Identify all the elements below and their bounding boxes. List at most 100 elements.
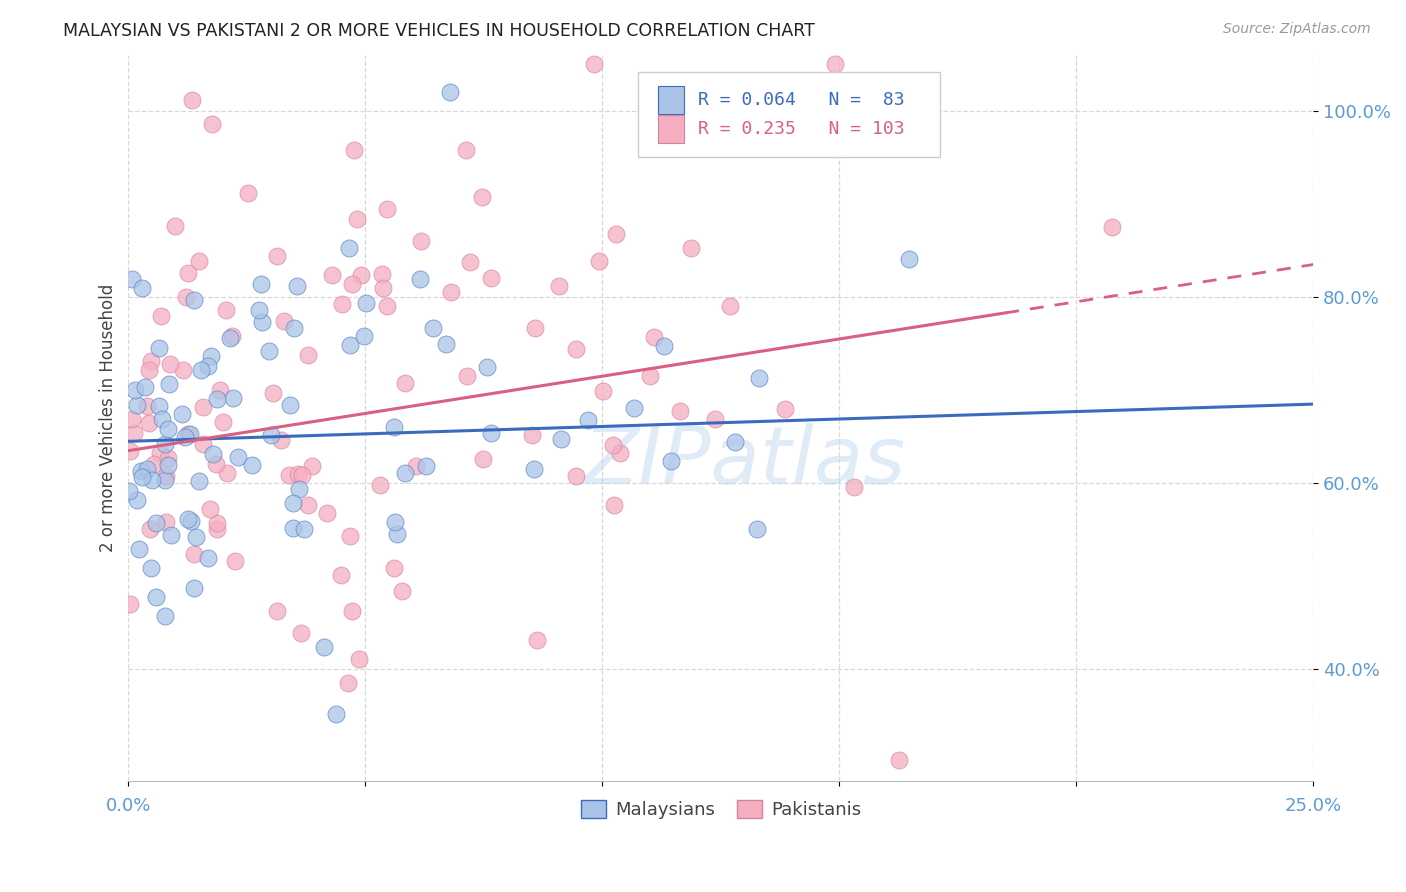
Point bbox=[526, 633, 548, 648]
Point bbox=[391, 583, 413, 598]
Point bbox=[471, 451, 494, 466]
Point bbox=[125, 492, 148, 507]
Point bbox=[283, 321, 305, 335]
Point bbox=[704, 412, 727, 426]
Point bbox=[122, 426, 145, 441]
Point bbox=[259, 343, 281, 358]
Point bbox=[215, 303, 238, 318]
Point bbox=[153, 437, 176, 451]
Point bbox=[266, 604, 288, 618]
Point bbox=[131, 281, 153, 295]
Point bbox=[172, 362, 194, 376]
Point bbox=[240, 458, 263, 472]
Point bbox=[281, 521, 304, 535]
Point bbox=[205, 392, 228, 406]
Point bbox=[179, 427, 201, 442]
Point bbox=[523, 320, 546, 334]
Point bbox=[371, 281, 394, 295]
Point bbox=[394, 376, 416, 390]
Point bbox=[249, 277, 271, 291]
Point bbox=[141, 473, 163, 487]
Point bbox=[174, 290, 197, 304]
Point bbox=[479, 425, 502, 440]
Point bbox=[148, 399, 170, 413]
Point bbox=[247, 302, 270, 317]
Point bbox=[136, 462, 159, 476]
Point bbox=[353, 329, 375, 343]
Point bbox=[475, 360, 498, 375]
Point bbox=[160, 528, 183, 542]
Point bbox=[260, 428, 283, 442]
Point bbox=[643, 330, 665, 344]
Point bbox=[205, 457, 228, 471]
Point bbox=[155, 609, 177, 624]
Text: R = 0.235   N = 103: R = 0.235 N = 103 bbox=[699, 120, 905, 138]
Point bbox=[582, 57, 605, 71]
Point bbox=[129, 464, 152, 478]
Point bbox=[609, 446, 631, 460]
Point bbox=[394, 467, 416, 481]
Point bbox=[215, 466, 238, 480]
Point bbox=[131, 470, 153, 484]
Text: Source: ZipAtlas.com: Source: ZipAtlas.com bbox=[1223, 22, 1371, 37]
Point bbox=[128, 542, 150, 557]
Point bbox=[181, 93, 204, 107]
Point bbox=[565, 342, 588, 356]
Point bbox=[183, 548, 205, 562]
Point bbox=[155, 469, 177, 483]
Point bbox=[141, 354, 163, 368]
Point bbox=[222, 391, 245, 405]
Point bbox=[145, 516, 167, 531]
FancyBboxPatch shape bbox=[638, 72, 941, 157]
Point bbox=[157, 376, 180, 391]
Point bbox=[183, 581, 205, 595]
Point bbox=[285, 278, 308, 293]
Point bbox=[747, 521, 769, 535]
Point bbox=[375, 300, 398, 314]
Point bbox=[290, 625, 312, 640]
Point bbox=[150, 411, 173, 425]
Point bbox=[252, 315, 274, 329]
Point bbox=[270, 434, 292, 448]
Bar bbox=[658, 87, 685, 114]
Point bbox=[456, 368, 478, 383]
Point bbox=[273, 314, 295, 328]
Point bbox=[325, 707, 347, 722]
Point bbox=[382, 420, 405, 434]
Point bbox=[479, 271, 502, 285]
Point bbox=[197, 551, 219, 566]
Point bbox=[679, 241, 702, 255]
Legend: Malaysians, Pakistanis: Malaysians, Pakistanis bbox=[574, 793, 869, 826]
Point bbox=[342, 277, 364, 291]
Bar bbox=[658, 115, 685, 143]
Point bbox=[387, 527, 409, 541]
Point bbox=[118, 484, 141, 499]
Point bbox=[201, 447, 224, 461]
Point bbox=[201, 117, 224, 131]
Point bbox=[339, 529, 361, 543]
Point bbox=[347, 651, 370, 665]
Point bbox=[409, 272, 432, 286]
Point bbox=[415, 459, 437, 474]
Point bbox=[138, 416, 160, 430]
Point bbox=[236, 186, 259, 200]
Point bbox=[565, 469, 588, 483]
Point bbox=[292, 523, 315, 537]
Point bbox=[887, 753, 910, 767]
Point bbox=[330, 297, 353, 311]
Point bbox=[187, 253, 209, 268]
Point bbox=[297, 498, 319, 512]
Text: R = 0.064   N =  83: R = 0.064 N = 83 bbox=[699, 91, 905, 109]
Point bbox=[139, 522, 162, 536]
Point bbox=[212, 416, 235, 430]
Point bbox=[278, 467, 301, 482]
Point bbox=[205, 516, 228, 530]
Point bbox=[346, 212, 368, 227]
Point bbox=[207, 522, 229, 536]
Text: ZIPatlas: ZIPatlas bbox=[583, 423, 905, 500]
Point bbox=[336, 675, 359, 690]
Point bbox=[471, 190, 494, 204]
Point bbox=[602, 438, 624, 452]
Point bbox=[224, 554, 246, 568]
Point bbox=[316, 506, 339, 520]
